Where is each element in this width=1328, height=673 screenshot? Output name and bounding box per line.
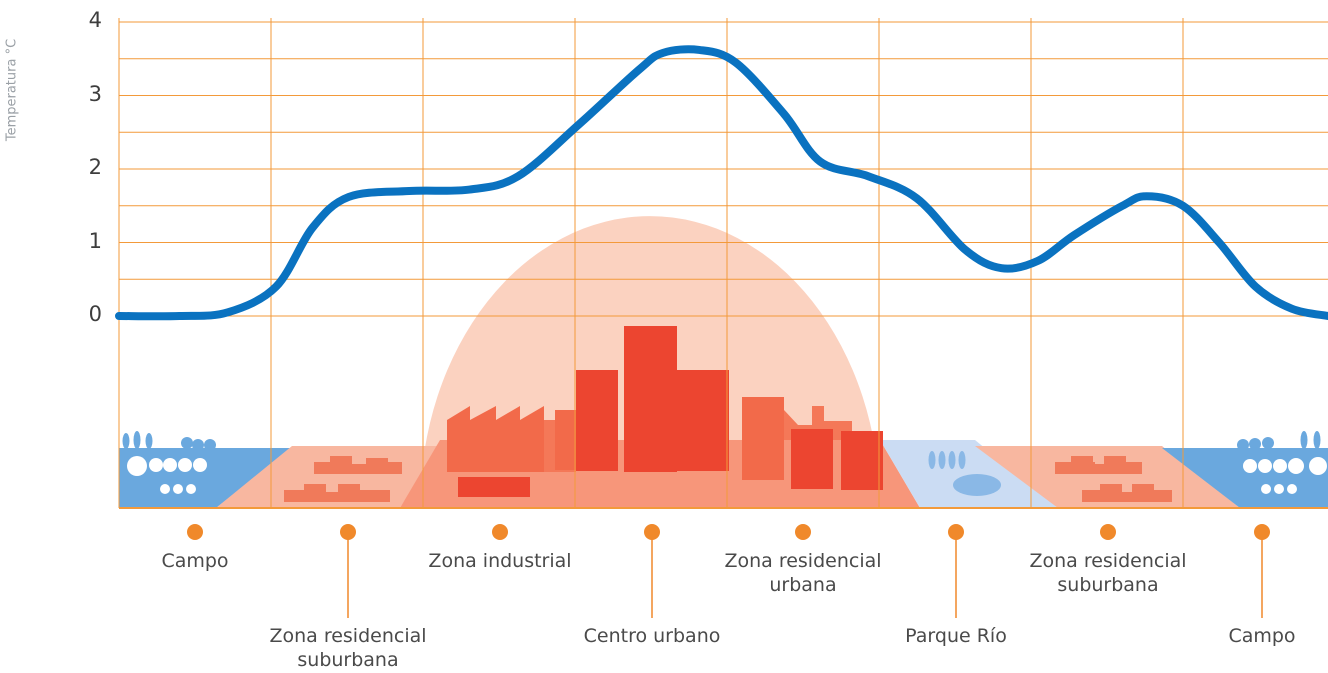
downtown-tower-tall bbox=[624, 326, 677, 472]
y-tick-label: 2 bbox=[88, 155, 102, 179]
park-pond bbox=[953, 474, 1001, 496]
countryside-trees-left bbox=[122, 431, 216, 494]
suburban-houses-right bbox=[1055, 456, 1172, 502]
suburban-houses-left bbox=[284, 456, 402, 502]
y-tick-label: 4 bbox=[88, 8, 102, 32]
zone-markers bbox=[187, 524, 1270, 618]
countryside-ground-right bbox=[1162, 448, 1328, 508]
zone-marker bbox=[492, 524, 508, 540]
zone-label: Zona industrial bbox=[428, 550, 572, 572]
downtown-tower-left bbox=[576, 370, 618, 471]
industrial-shed bbox=[458, 477, 530, 497]
city-profile-illustration bbox=[119, 216, 1328, 508]
zone-label: Campo bbox=[1228, 625, 1296, 647]
residential-tower bbox=[742, 397, 784, 480]
y-tick-label: 0 bbox=[88, 302, 102, 326]
zone-marker bbox=[340, 524, 356, 540]
countryside-trees-right bbox=[1237, 431, 1327, 494]
zone-label: Zona residencial suburbana bbox=[269, 625, 427, 671]
downtown-tower-right bbox=[677, 370, 729, 471]
temperature-curve bbox=[115, 45, 1328, 321]
zone-label: Parque Río bbox=[905, 625, 1007, 647]
zone-marker bbox=[1100, 524, 1116, 540]
y-axis-label: Temperatura °C bbox=[4, 38, 20, 142]
zone-marker bbox=[187, 524, 203, 540]
zone-marker bbox=[644, 524, 660, 540]
zone-label: Zona residencial suburbana bbox=[1029, 550, 1187, 596]
factory bbox=[447, 406, 544, 472]
park-ground bbox=[880, 440, 1058, 508]
zone-marker bbox=[1254, 524, 1270, 540]
y-tick-label: 1 bbox=[88, 228, 102, 253]
zone-label: Centro urbano bbox=[583, 625, 721, 647]
zone-label: Zona residencial urbana bbox=[724, 550, 882, 596]
suburban-ground-right bbox=[975, 446, 1240, 508]
grid bbox=[118, 18, 1328, 509]
zone-marker bbox=[795, 524, 811, 540]
zone-marker bbox=[948, 524, 964, 540]
y-tick-label: 3 bbox=[88, 81, 102, 106]
residential-block-2 bbox=[841, 431, 883, 490]
residential-block-1 bbox=[791, 429, 833, 489]
zone-label: Campo bbox=[161, 550, 229, 572]
park-trees bbox=[894, 423, 966, 469]
